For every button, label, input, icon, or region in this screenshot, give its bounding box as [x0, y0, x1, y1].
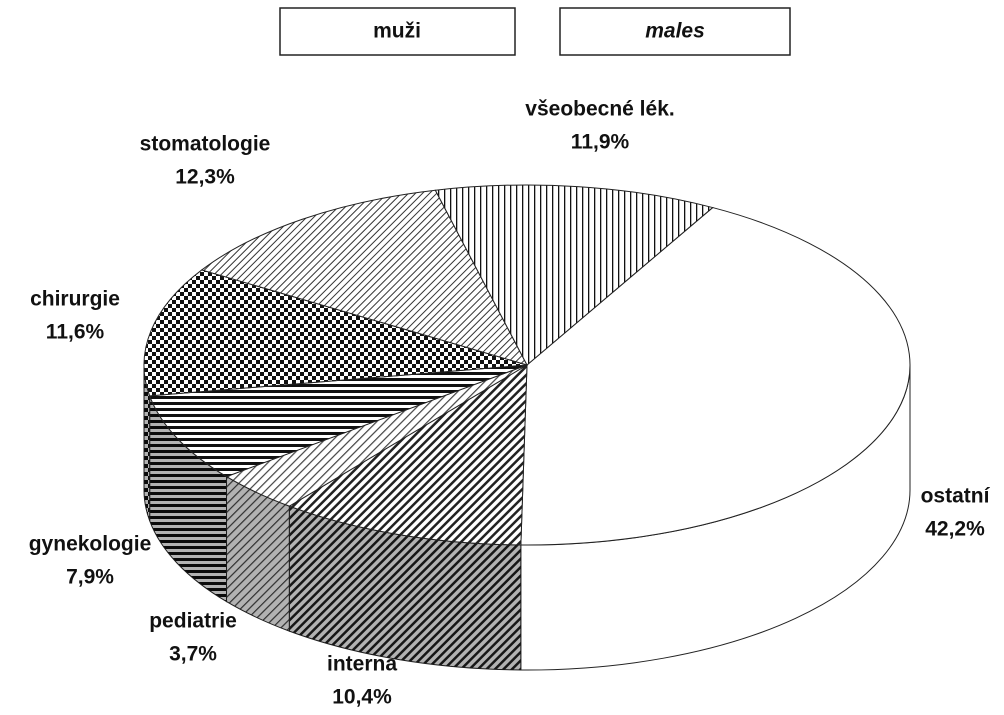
slice-label: ostatní — [921, 485, 991, 508]
slice-value-label: 12,3% — [175, 166, 235, 189]
subtitle-box — [559, 7, 791, 56]
slice-value-label: 11,9% — [571, 131, 630, 154]
slice-label: pediatrie — [149, 610, 237, 633]
slice-label: chirurgie — [30, 288, 120, 311]
title: muži — [373, 20, 421, 43]
slice — [434, 184, 714, 366]
slice — [143, 269, 528, 397]
slice — [288, 364, 528, 546]
title-box — [279, 7, 516, 56]
slice-value-label: 42,2% — [925, 518, 985, 541]
slice — [200, 189, 528, 366]
slice-side-shade — [144, 365, 150, 521]
slice-label: stomatologie — [140, 133, 271, 156]
slice-value-label: 7,9% — [66, 566, 114, 589]
slice-side-shade — [226, 476, 290, 632]
slice-label: interna — [327, 653, 397, 676]
slice-side-shade — [289, 506, 521, 670]
slice-value-label: 11,6% — [46, 321, 105, 344]
slice — [148, 364, 528, 478]
slice — [520, 207, 911, 546]
slice-label: gynekologie — [29, 533, 152, 556]
slice-value-label: 3,7% — [169, 643, 217, 666]
slice-side-shade — [149, 395, 227, 602]
slice-value-label: 10,4% — [332, 686, 392, 709]
slice-label: všeobecné lék. — [525, 98, 674, 121]
subtitle: males — [645, 20, 705, 43]
